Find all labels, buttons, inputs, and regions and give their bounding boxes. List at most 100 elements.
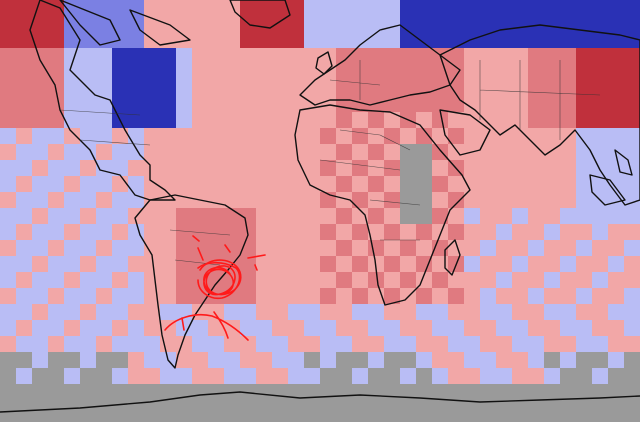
anomaly-cell [400, 288, 416, 304]
anomaly-cell [48, 288, 64, 304]
anomaly-cell [384, 208, 400, 224]
anomaly-cell [0, 224, 16, 240]
anomaly-cell [512, 176, 528, 192]
anomaly-cell [48, 176, 64, 192]
anomaly-cell [336, 320, 352, 336]
anomaly-cell [112, 320, 128, 336]
anomaly-cell [48, 16, 64, 32]
anomaly-cell [480, 272, 496, 288]
anomaly-cell [384, 144, 400, 160]
anomaly-cell [64, 288, 80, 304]
anomaly-cell [624, 208, 640, 224]
anomaly-cell [272, 240, 288, 256]
anomaly-cell [304, 272, 320, 288]
anomaly-cell [112, 64, 128, 80]
anomaly-cell [208, 128, 224, 144]
anomaly-cell [0, 64, 16, 80]
anomaly-cell [224, 208, 240, 224]
anomaly-cell [368, 304, 384, 320]
anomaly-cell [304, 336, 320, 352]
anomaly-cell [96, 64, 112, 80]
anomaly-cell [416, 368, 432, 384]
anomaly-cell [80, 240, 96, 256]
anomaly-cell [384, 400, 400, 416]
anomaly-cell [368, 176, 384, 192]
anomaly-cell [416, 144, 432, 160]
anomaly-cell [416, 256, 432, 272]
anomaly-cell [256, 384, 272, 400]
anomaly-cell [496, 288, 512, 304]
anomaly-cell [448, 304, 464, 320]
anomaly-cell [80, 320, 96, 336]
anomaly-cell [576, 320, 592, 336]
anomaly-cell [160, 400, 176, 416]
anomaly-cell [32, 64, 48, 80]
anomaly-cell [80, 416, 96, 422]
anomaly-cell [448, 208, 464, 224]
anomaly-cell [304, 352, 320, 368]
anomaly-cell [160, 64, 176, 80]
anomaly-cell [80, 96, 96, 112]
anomaly-cell [624, 272, 640, 288]
anomaly-cell [16, 288, 32, 304]
anomaly-cell [80, 192, 96, 208]
anomaly-cell [384, 368, 400, 384]
anomaly-cell [432, 32, 448, 48]
anomaly-cell [0, 176, 16, 192]
anomaly-cell [144, 272, 160, 288]
anomaly-cell [496, 32, 512, 48]
anomaly-cell [544, 0, 560, 16]
anomaly-cell [96, 400, 112, 416]
anomaly-cell [336, 144, 352, 160]
anomaly-cell [240, 128, 256, 144]
anomaly-cell [592, 224, 608, 240]
anomaly-cell [624, 368, 640, 384]
madagascar-coastline [444, 239, 461, 276]
anomaly-cell [176, 80, 192, 96]
anomaly-cell [224, 112, 240, 128]
anomaly-cell [0, 112, 16, 128]
anomaly-cell [592, 176, 608, 192]
anomaly-cell [16, 0, 32, 16]
anomaly-cell [48, 272, 64, 288]
anomaly-cell [336, 224, 352, 240]
anomaly-cell [272, 16, 288, 32]
anomaly-cell [128, 32, 144, 48]
anomaly-cell [304, 320, 320, 336]
anomaly-cell [224, 64, 240, 80]
anomaly-cell [624, 304, 640, 320]
anomaly-cell [288, 96, 304, 112]
anomaly-cell [496, 368, 512, 384]
anomaly-cell [0, 208, 16, 224]
anomaly-cell [176, 208, 192, 224]
anomaly-cell [48, 160, 64, 176]
anomaly-cell [576, 96, 592, 112]
anomaly-cell [288, 64, 304, 80]
anomaly-cell [256, 320, 272, 336]
anomaly-cell [608, 336, 624, 352]
anomaly-cell [240, 192, 256, 208]
anomaly-cell [384, 352, 400, 368]
anomaly-cell [336, 80, 352, 96]
anomaly-cell [560, 112, 576, 128]
anomaly-cell [336, 176, 352, 192]
anomaly-cell [624, 112, 640, 128]
anomaly-cell [176, 32, 192, 48]
anomaly-cell [432, 400, 448, 416]
anomaly-cell [608, 160, 624, 176]
anomaly-cell [256, 64, 272, 80]
anomaly-cell [272, 368, 288, 384]
anomaly-cell [592, 336, 608, 352]
anomaly-cell [528, 48, 544, 64]
anomaly-cell [176, 160, 192, 176]
anomaly-cell [16, 48, 32, 64]
anomaly-cell [0, 240, 16, 256]
anomaly-cell [272, 64, 288, 80]
anomaly-cell [416, 112, 432, 128]
anomaly-cell [560, 160, 576, 176]
anomaly-cell [64, 176, 80, 192]
anomaly-cell [352, 336, 368, 352]
anomaly-cell [128, 176, 144, 192]
land-outlines [0, 0, 640, 413]
